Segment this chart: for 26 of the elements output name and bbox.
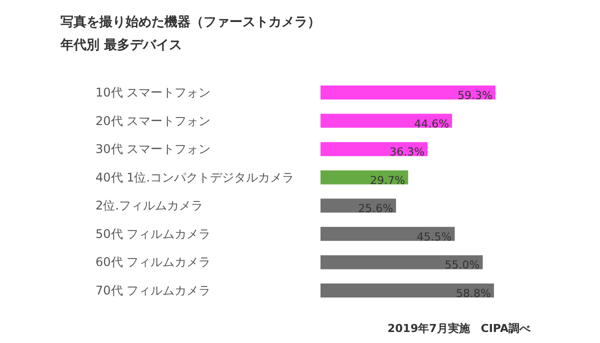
y-tick-label: 10代 スマートフォン — [96, 86, 211, 100]
bar — [320, 170, 408, 184]
text: 写真を撮り始めた機器（ファーストカメラ） — [60, 15, 320, 30]
data-label: 36.3% — [390, 146, 425, 159]
data-label: 59.3% — [457, 89, 492, 102]
y-tick-label: 60代 フィルムカメラ — [96, 255, 211, 270]
bar — [320, 142, 428, 156]
data-label: 45.5% — [416, 230, 452, 244]
y-tick-label: 50代 フィルムカメラ — [96, 226, 211, 241]
bar — [320, 86, 496, 100]
bar — [320, 114, 452, 128]
y-tick-label: 20代 スマートフォン — [96, 114, 211, 128]
data-label: 25.6% — [358, 202, 394, 216]
text: 年代別 最多デバイス — [60, 38, 182, 53]
y-tick-label: 2位.フィルムカメラ — [96, 198, 203, 213]
y-tick-label: 30代 スマートフォン — [96, 142, 211, 156]
bar — [320, 284, 494, 298]
bar — [320, 255, 483, 270]
y-tick-label: 40代 1位.コンパクトデジタルカメラ — [96, 170, 294, 184]
data-label: 44.6% — [414, 117, 450, 130]
y-tick-label: 70代 フィルムカメラ — [96, 284, 211, 298]
text: 2019年7月実施 CIPA調べ — [388, 322, 532, 335]
data-label: 55.0% — [444, 258, 480, 272]
data-label: 58.8% — [456, 287, 491, 300]
data-label: 29.7% — [370, 174, 406, 187]
bar — [320, 226, 455, 241]
